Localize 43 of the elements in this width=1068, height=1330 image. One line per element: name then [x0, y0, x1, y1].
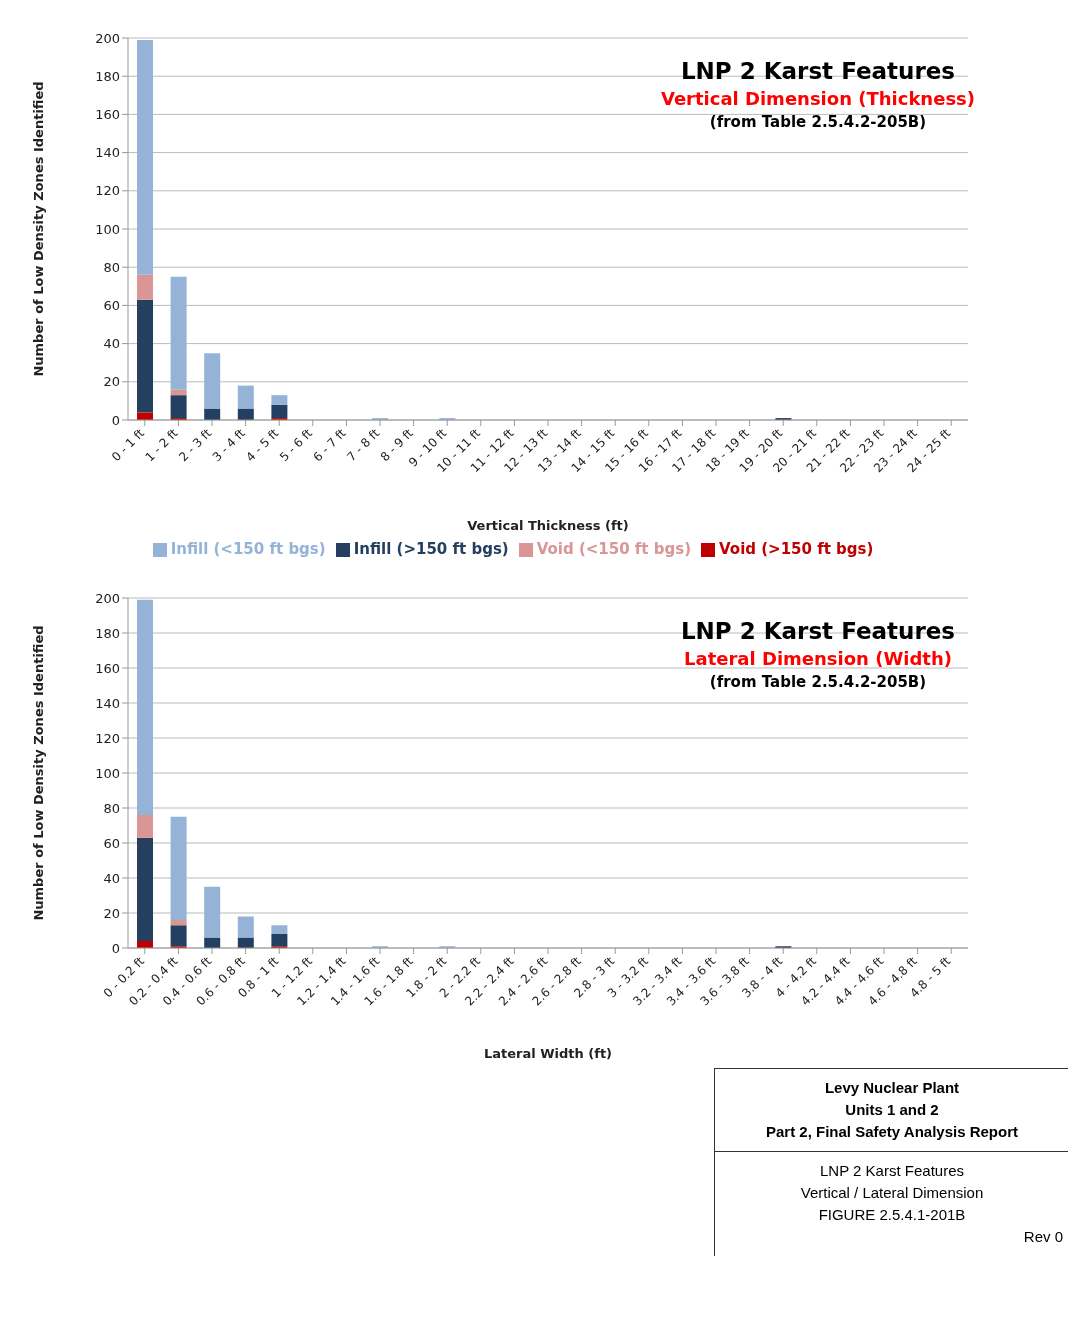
annotation: (from Table 2.5.4.2-205B)	[708, 113, 928, 131]
y-tick-label: 180	[95, 625, 120, 641]
y-tick-label: 140	[95, 145, 120, 161]
y-tick-label: 40	[103, 870, 120, 886]
text: Rev 0	[1022, 1227, 1064, 1247]
y-axis-title: Number of Low Density Zones Identified	[30, 81, 46, 377]
y-tick-label: 140	[95, 695, 120, 711]
text: LNP 2 Karst Features	[679, 58, 957, 84]
annotation: (from Table 2.5.4.2-205B)	[708, 673, 928, 691]
y-tick-label: 120	[95, 730, 120, 746]
y-tick-label: 60	[103, 298, 120, 314]
text: LNP 2 Karst Features	[819, 1161, 965, 1181]
text: LNP 2 Karst Features	[679, 618, 957, 644]
y-tick-label: 160	[95, 107, 120, 123]
y-tick-label: 200	[95, 30, 120, 46]
legend-label: Void (>150 ft bgs)	[719, 540, 874, 558]
text: Units 1 and 2	[844, 1100, 940, 1120]
text: Vertical / Lateral Dimension	[799, 1183, 985, 1203]
text: Lateral Dimension (Width)	[683, 648, 953, 669]
caption: FIGURE 2.5.4.1-201B	[817, 1205, 967, 1225]
text: Vertical Dimension (Thickness)	[659, 88, 977, 109]
y-tick-label: 100	[95, 221, 120, 237]
y-tick-label: 40	[103, 336, 120, 352]
y-tick-label: 0	[111, 940, 120, 956]
y-tick-label: 20	[103, 374, 120, 390]
y-tick-label: 0	[111, 412, 120, 428]
y-tick-label: 200	[95, 590, 120, 606]
y-tick-label: 100	[95, 765, 120, 781]
legend-label: Infill (>150 ft bgs)	[353, 540, 509, 558]
text: Part 2, Final Safety Analysis Report	[765, 1122, 1019, 1142]
y-tick-label: 80	[103, 259, 120, 275]
y-tick-label: 20	[103, 905, 120, 921]
x-axis-title: Vertical Thickness (ft)	[467, 518, 629, 533]
y-tick-label: 80	[103, 800, 120, 816]
legend-label: Infill (<150 ft bgs)	[170, 540, 326, 558]
x-axis-title: Lateral Width (ft)	[483, 1046, 613, 1061]
y-tick-label: 180	[95, 68, 120, 84]
text: Levy Nuclear Plant	[823, 1078, 961, 1098]
y-axis-title: Number of Low Density Zones Identified	[30, 625, 46, 921]
y-tick-label: 120	[95, 183, 120, 199]
legend-label: Void (<150 ft bgs)	[536, 540, 692, 558]
y-tick-label: 160	[95, 660, 120, 676]
y-tick-label: 60	[103, 835, 120, 851]
